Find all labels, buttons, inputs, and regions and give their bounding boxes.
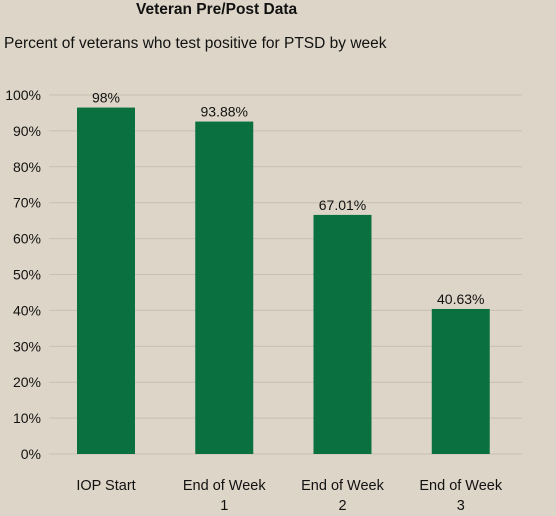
data-label: 98% bbox=[92, 90, 120, 106]
y-tick-label: 100% bbox=[5, 87, 41, 103]
y-tick-label: 20% bbox=[13, 374, 41, 390]
chart-title: Veteran Pre/Post Data bbox=[136, 1, 298, 18]
x-tick-label: End of Week 2 bbox=[301, 478, 385, 514]
bar bbox=[313, 214, 372, 454]
y-tick-label: 50% bbox=[13, 267, 41, 283]
y-tick-label: 90% bbox=[13, 123, 41, 139]
y-tick-label: 40% bbox=[13, 302, 41, 318]
y-tick-label: 70% bbox=[13, 195, 41, 211]
y-tick-label: 10% bbox=[13, 410, 41, 426]
bar bbox=[431, 308, 490, 454]
bar bbox=[77, 107, 135, 454]
y-tick-label: 60% bbox=[13, 231, 41, 247]
y-tick-label: 0% bbox=[21, 446, 41, 462]
x-tick-label: End of Week 3 bbox=[419, 478, 503, 514]
data-label: 93.88% bbox=[201, 104, 248, 120]
chart-subtitle: Percent of veterans who test positive fo… bbox=[4, 35, 387, 52]
data-label: 67.01% bbox=[319, 197, 366, 213]
bar bbox=[195, 121, 254, 454]
x-tick-label: End of Week 1 bbox=[183, 478, 267, 514]
y-tick-label: 80% bbox=[13, 159, 41, 175]
data-label: 40.63% bbox=[437, 291, 484, 307]
y-tick-label: 30% bbox=[13, 338, 41, 354]
x-tick-label: IOP Start bbox=[76, 478, 135, 494]
